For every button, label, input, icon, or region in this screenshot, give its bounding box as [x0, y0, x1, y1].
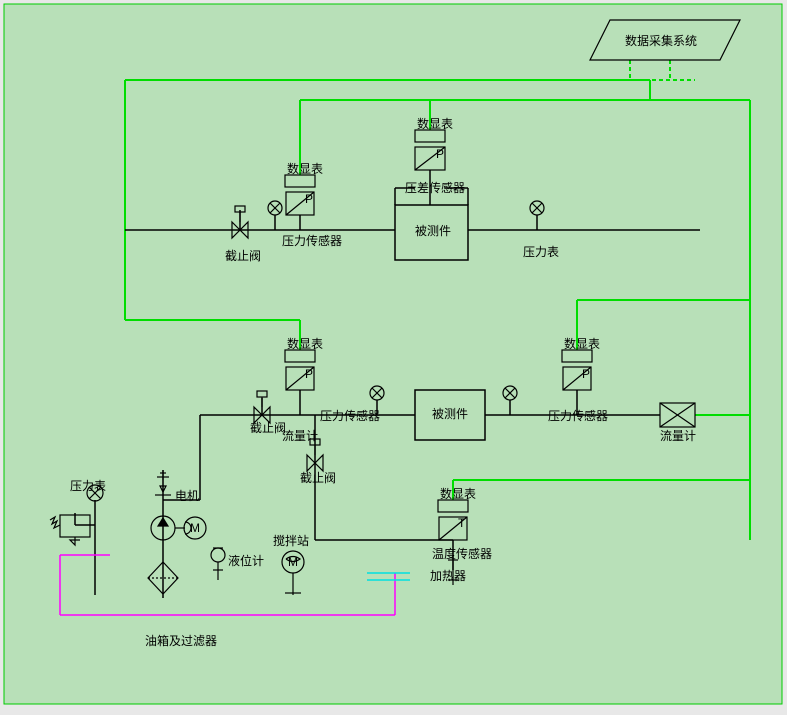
glyph-P-4: P	[582, 367, 590, 381]
label-meter-3: 数显表	[287, 336, 323, 351]
label-heater: 加热器	[430, 569, 466, 583]
glyph-M-1: M	[190, 521, 200, 535]
label-meter-4: 数显表	[564, 336, 600, 351]
label-flowmeter: 流量计	[660, 429, 696, 443]
diagram-stage: 数据采集系统 数显表 数显表 数显表 数显表 数显表 压差传感器 被测件 被测件…	[0, 0, 787, 710]
label-stopvalve-2: 截止阀	[250, 421, 286, 435]
label-stopvalve-3: 截止阀	[300, 471, 336, 485]
label-temp-sensor: 温度传感器	[432, 546, 492, 561]
label-meter-1: 数显表	[287, 161, 323, 176]
label-stirring: 搅拌站	[273, 533, 309, 548]
diagram-svg: 数据采集系统 数显表 数显表 数显表 数显表 数显表 压差传感器 被测件 被测件…	[0, 0, 787, 710]
label-dut-2: 被测件	[432, 407, 468, 421]
label-meter-2: 数显表	[417, 116, 453, 131]
label-level: 液位计	[228, 553, 264, 568]
label-motor: 电机	[175, 489, 199, 503]
label-psensor-2: 压力传感器	[320, 408, 380, 423]
label-diff-sensor: 压差传感器	[405, 180, 465, 195]
label-pgauge-2: 压力表	[70, 479, 106, 493]
label-meter-5: 数显表	[440, 486, 476, 501]
glyph-P-2: P	[436, 147, 444, 161]
glyph-M-2: M	[288, 555, 298, 569]
label-stopvalve-1: 截止阀	[225, 249, 261, 263]
glyph-T: T	[458, 516, 466, 530]
label-tank-filter: 油箱及过滤器	[145, 633, 217, 648]
label-flowmeter-2: 流量计	[282, 429, 318, 443]
label-psensor-1: 压力传感器	[282, 233, 342, 248]
glyph-P-1: P	[305, 192, 313, 206]
label-pgauge-1: 压力表	[523, 245, 559, 259]
label-data-system: 数据采集系统	[625, 33, 697, 48]
label-dut-1: 被测件	[415, 224, 451, 238]
label-psensor-3: 压力传感器	[548, 408, 608, 423]
glyph-P-3: P	[305, 367, 313, 381]
inner-panel	[4, 4, 782, 704]
